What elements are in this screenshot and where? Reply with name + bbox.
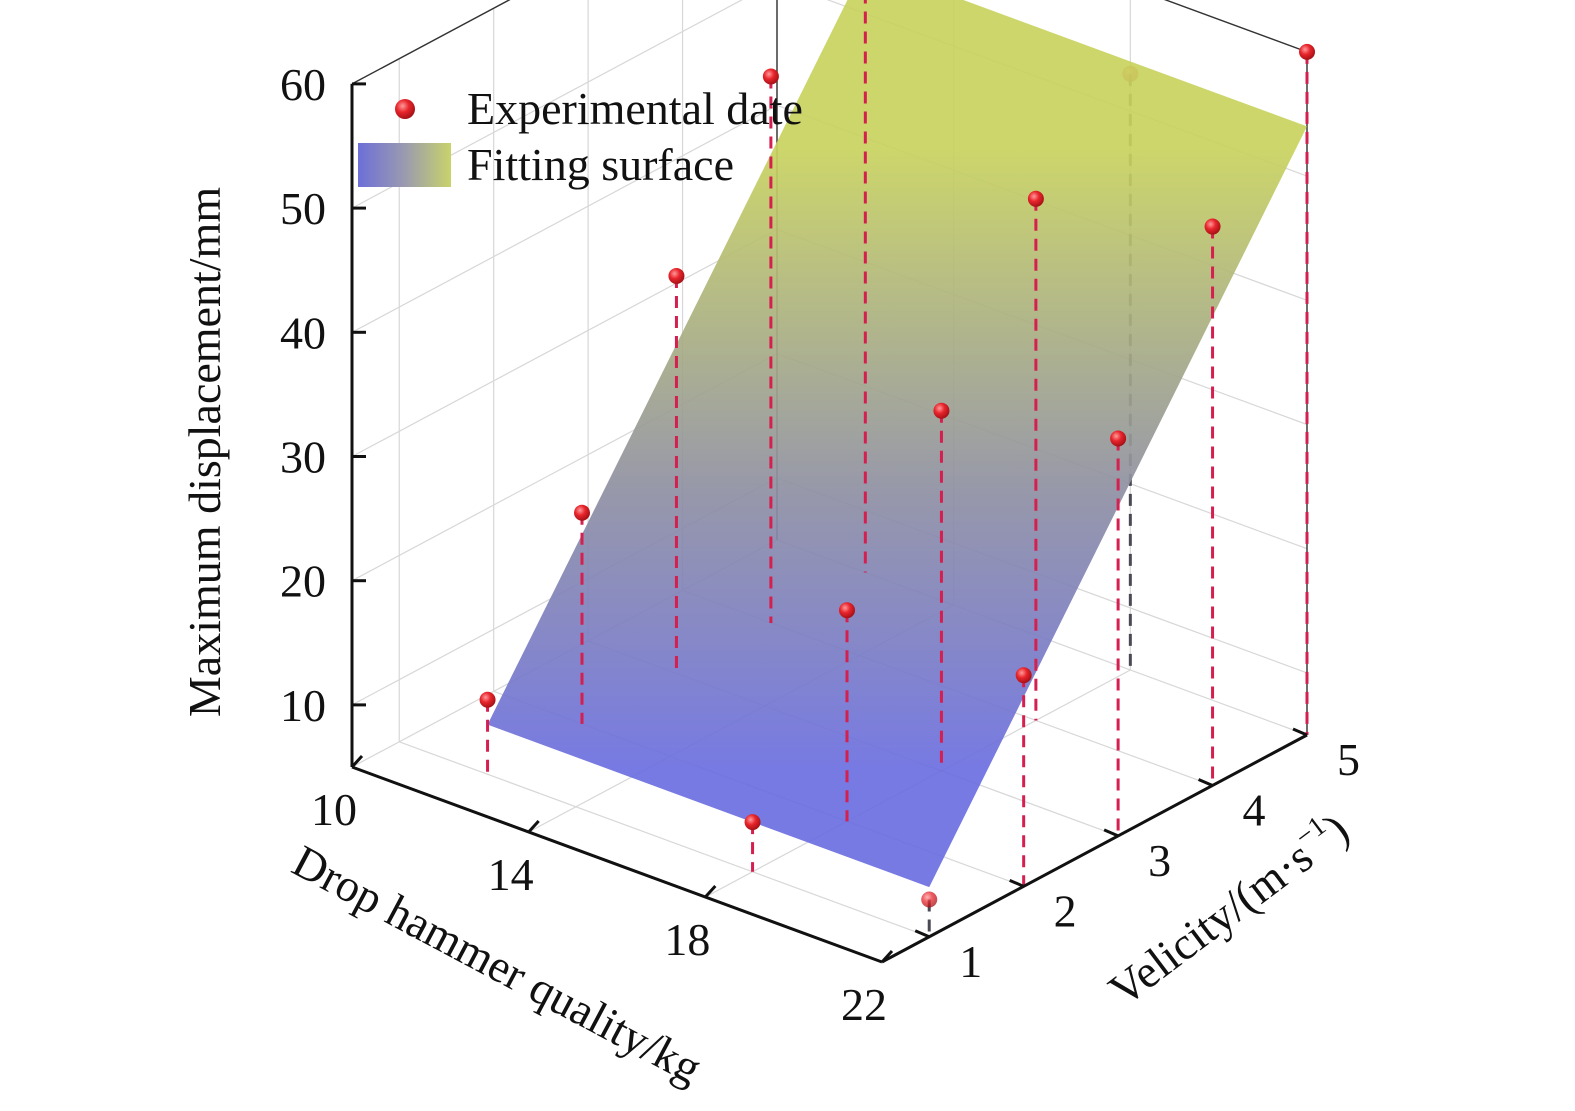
y-tick-label: 3 [1148,835,1171,886]
data-point [744,814,761,831]
y-tick-label: 5 [1337,734,1360,785]
data-point [574,504,590,521]
fitting-surface [487,0,1307,888]
z-tick-label: 60 [280,59,326,110]
data-point [1299,43,1315,60]
y-tick-label: 1 [959,936,982,987]
z-tick-label: 10 [280,680,326,731]
data-point [1204,218,1221,235]
y-axis-line [881,733,1308,964]
x-tick-label: 18 [664,914,710,965]
axes [350,82,1308,964]
y-axis-label-main: Velicity/(m·s [1099,831,1322,1016]
legend-surface-swatch [358,143,451,187]
x-tick-mark [880,949,894,964]
y-tick-label: 4 [1243,784,1266,835]
legend-point-marker [395,99,415,119]
y-tick-mark [1292,727,1308,737]
z-tick-label: 50 [280,183,326,234]
grid-line-z-side [351,0,511,85]
data-point [479,691,496,708]
data-point [839,602,855,619]
tick-labels: 10 20 30 40 50 60 10 14 18 22 1 2 3 4 5 [280,59,1360,1030]
grid-line-y-floor [399,741,930,938]
data-point [921,891,938,908]
data-point [1110,430,1127,447]
data-point [1015,667,1032,684]
y-tick-mark [1009,878,1025,888]
data-point [933,402,950,419]
x-axis-line [351,765,883,964]
z-tick-label: 20 [280,556,326,607]
z-tick-label: 30 [280,432,326,483]
x-tick-label: 22 [841,979,887,1030]
y-axis-label: Velicity/(m·s−1) [1098,801,1358,1016]
x-tick-label: 14 [488,849,534,900]
legend: Experimental date Fitting surface [358,83,803,190]
y-tick-label: 2 [1054,885,1077,936]
z-tick-label: 40 [280,307,326,358]
legend-label-surface: Fitting surface [467,139,734,190]
z-axis-label: Maximum displacement/mm [179,187,230,717]
x-tick-label: 10 [311,784,357,835]
box-edge-top-left [351,0,511,85]
y-tick-mark [1103,828,1119,838]
data-point [668,267,685,284]
data-point [1027,190,1044,207]
legend-label-points: Experimental date [467,83,803,134]
x-tick-mark [704,884,717,899]
front-stems [486,0,1309,887]
x-tick-mark [350,754,364,769]
box-edge-top-back [1163,0,1308,53]
y-tick-mark [914,929,930,939]
grid-line-z-side [351,228,778,458]
x-tick-mark [527,819,540,834]
data-point [762,68,779,85]
grid-line-z-side [351,104,778,333]
front-points [479,43,1315,831]
y-tick-mark [1197,778,1214,787]
